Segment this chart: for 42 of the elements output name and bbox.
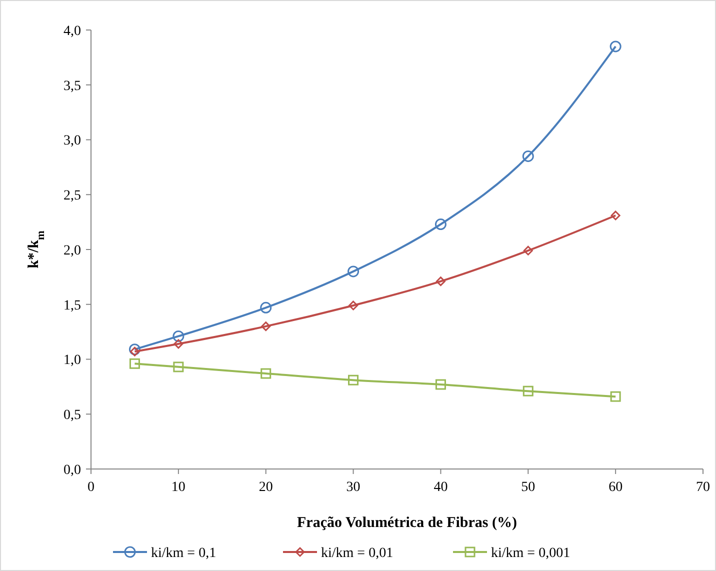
- point: [173, 362, 184, 372]
- y-tick-label: 4,0: [64, 24, 81, 39]
- x-tick-label: 60: [608, 480, 623, 495]
- point: [128, 344, 140, 356]
- point: [172, 330, 184, 342]
- point: [610, 210, 620, 220]
- point: [348, 374, 359, 386]
- legend-label: ki/km = 0,01: [321, 546, 394, 561]
- x-axis-title: Fração Volumétrica de Fibras (%): [297, 515, 517, 531]
- x-tick-label: 40: [434, 480, 448, 495]
- y-tick-label: 2,5: [64, 188, 81, 204]
- legend-label: ki/km = 0,1: [151, 546, 216, 561]
- point: [610, 40, 622, 52]
- point: [348, 300, 358, 310]
- point: [610, 391, 621, 402]
- y-tick-label: 2,0: [64, 243, 81, 258]
- y-tick-label: 1,5: [64, 298, 81, 314]
- point: [260, 368, 272, 379]
- legend-label: ki/km = 0,001: [491, 546, 570, 561]
- x-tick-label: 10: [171, 480, 186, 495]
- point: [130, 346, 140, 356]
- x-tick-label: 0: [88, 480, 94, 495]
- point: [260, 302, 272, 314]
- y-tick-label: 1,0: [64, 353, 81, 368]
- point: [522, 386, 534, 396]
- point: [174, 339, 184, 349]
- x-tick-label: 20: [258, 480, 273, 495]
- x-tick-label: 70: [696, 480, 710, 495]
- point: [435, 379, 446, 390]
- x-tick-label: 50: [521, 480, 536, 495]
- y-tick-label: 3,5: [64, 78, 81, 94]
- x-tick-label: 30: [346, 480, 360, 495]
- point: [436, 276, 446, 286]
- point: [348, 266, 360, 278]
- y-tick-label: 0,5: [64, 408, 81, 424]
- point: [523, 246, 533, 256]
- point: [522, 150, 534, 162]
- point: [261, 322, 271, 332]
- point: [434, 218, 446, 230]
- point: [129, 358, 140, 369]
- y-tick-label: 3,0: [64, 134, 81, 149]
- y-tick-label: 0,0: [64, 462, 81, 478]
